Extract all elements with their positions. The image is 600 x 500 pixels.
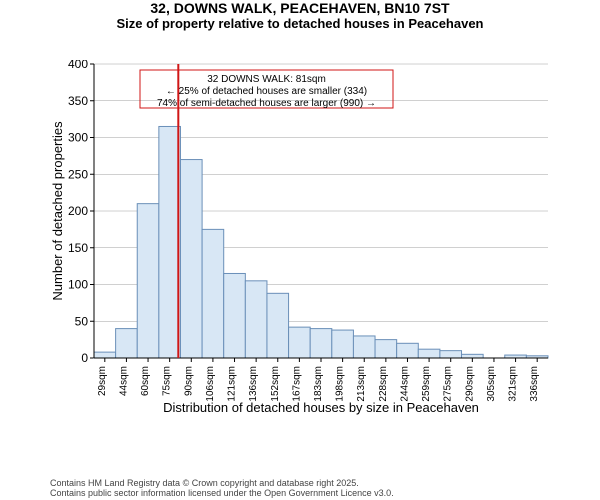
svg-text:Number of detached properties: Number of detached properties bbox=[50, 121, 65, 301]
bar bbox=[397, 343, 419, 358]
histogram-chart: 0 50 100 150 200 250 300 350 400 29sqm 44sqm 60sqm 7… bbox=[50, 60, 550, 430]
svg-text:29sqm: 29sqm bbox=[97, 366, 108, 396]
svg-text:136sqm: 136sqm bbox=[248, 366, 259, 402]
svg-text:336sqm: 336sqm bbox=[529, 366, 540, 402]
svg-text:305sqm: 305sqm bbox=[486, 366, 497, 402]
svg-text:44sqm: 44sqm bbox=[118, 366, 129, 396]
svg-text:50: 50 bbox=[75, 314, 89, 328]
svg-text:183sqm: 183sqm bbox=[313, 366, 324, 402]
svg-text:121sqm: 121sqm bbox=[227, 366, 238, 402]
svg-text:198sqm: 198sqm bbox=[335, 366, 346, 402]
bar bbox=[332, 330, 354, 358]
bar bbox=[180, 160, 202, 358]
footer-line1: Contains HM Land Registry data © Crown c… bbox=[50, 478, 394, 488]
svg-text:321sqm: 321sqm bbox=[508, 366, 519, 402]
svg-text:0: 0 bbox=[81, 351, 88, 365]
bar bbox=[310, 329, 332, 358]
svg-text:90sqm: 90sqm bbox=[183, 366, 194, 396]
svg-text:75sqm: 75sqm bbox=[162, 366, 173, 396]
svg-text:200: 200 bbox=[68, 204, 88, 218]
footer-line2: Contains public sector information licen… bbox=[50, 488, 394, 498]
bar bbox=[418, 349, 440, 358]
footer: Contains HM Land Registry data © Crown c… bbox=[50, 478, 394, 498]
svg-text:250: 250 bbox=[68, 167, 88, 181]
bar bbox=[137, 204, 159, 358]
bar bbox=[267, 293, 289, 358]
annotation-text: 32 DOWNS WALK: 81sqm bbox=[207, 74, 326, 85]
bar bbox=[375, 340, 397, 358]
svg-text:100: 100 bbox=[68, 278, 88, 292]
annotation-text: 74% of semi-detached houses are larger (… bbox=[157, 98, 376, 109]
svg-text:150: 150 bbox=[68, 241, 88, 255]
bar bbox=[245, 281, 267, 358]
svg-text:300: 300 bbox=[68, 131, 88, 145]
bar bbox=[440, 351, 462, 358]
annotation-text: ← 25% of detached houses are smaller (33… bbox=[166, 86, 367, 97]
svg-text:350: 350 bbox=[68, 94, 88, 108]
svg-text:Distribution of detached house: Distribution of detached houses by size … bbox=[163, 400, 479, 415]
svg-text:228sqm: 228sqm bbox=[378, 366, 389, 402]
svg-text:167sqm: 167sqm bbox=[291, 366, 302, 402]
bar bbox=[116, 329, 138, 358]
page-subtitle: Size of property relative to detached ho… bbox=[0, 16, 600, 31]
svg-text:60sqm: 60sqm bbox=[140, 366, 151, 396]
svg-text:400: 400 bbox=[68, 60, 88, 71]
bar bbox=[202, 229, 224, 358]
svg-text:290sqm: 290sqm bbox=[464, 366, 475, 402]
svg-text:259sqm: 259sqm bbox=[421, 366, 432, 402]
chart-area: 0 50 100 150 200 250 300 350 400 29sqm 44sqm 60sqm 7… bbox=[50, 60, 550, 430]
svg-text:275sqm: 275sqm bbox=[443, 366, 454, 402]
svg-text:106sqm: 106sqm bbox=[205, 366, 216, 402]
bar bbox=[462, 354, 484, 358]
bar bbox=[353, 336, 375, 358]
bar bbox=[159, 126, 181, 358]
page-title: 32, DOWNS WALK, PEACEHAVEN, BN10 7ST bbox=[0, 0, 600, 16]
svg-text:213sqm: 213sqm bbox=[356, 366, 367, 402]
bar bbox=[289, 327, 311, 358]
bar bbox=[224, 273, 246, 358]
bar bbox=[94, 352, 116, 358]
svg-text:152sqm: 152sqm bbox=[270, 366, 281, 402]
svg-text:244sqm: 244sqm bbox=[399, 366, 410, 402]
